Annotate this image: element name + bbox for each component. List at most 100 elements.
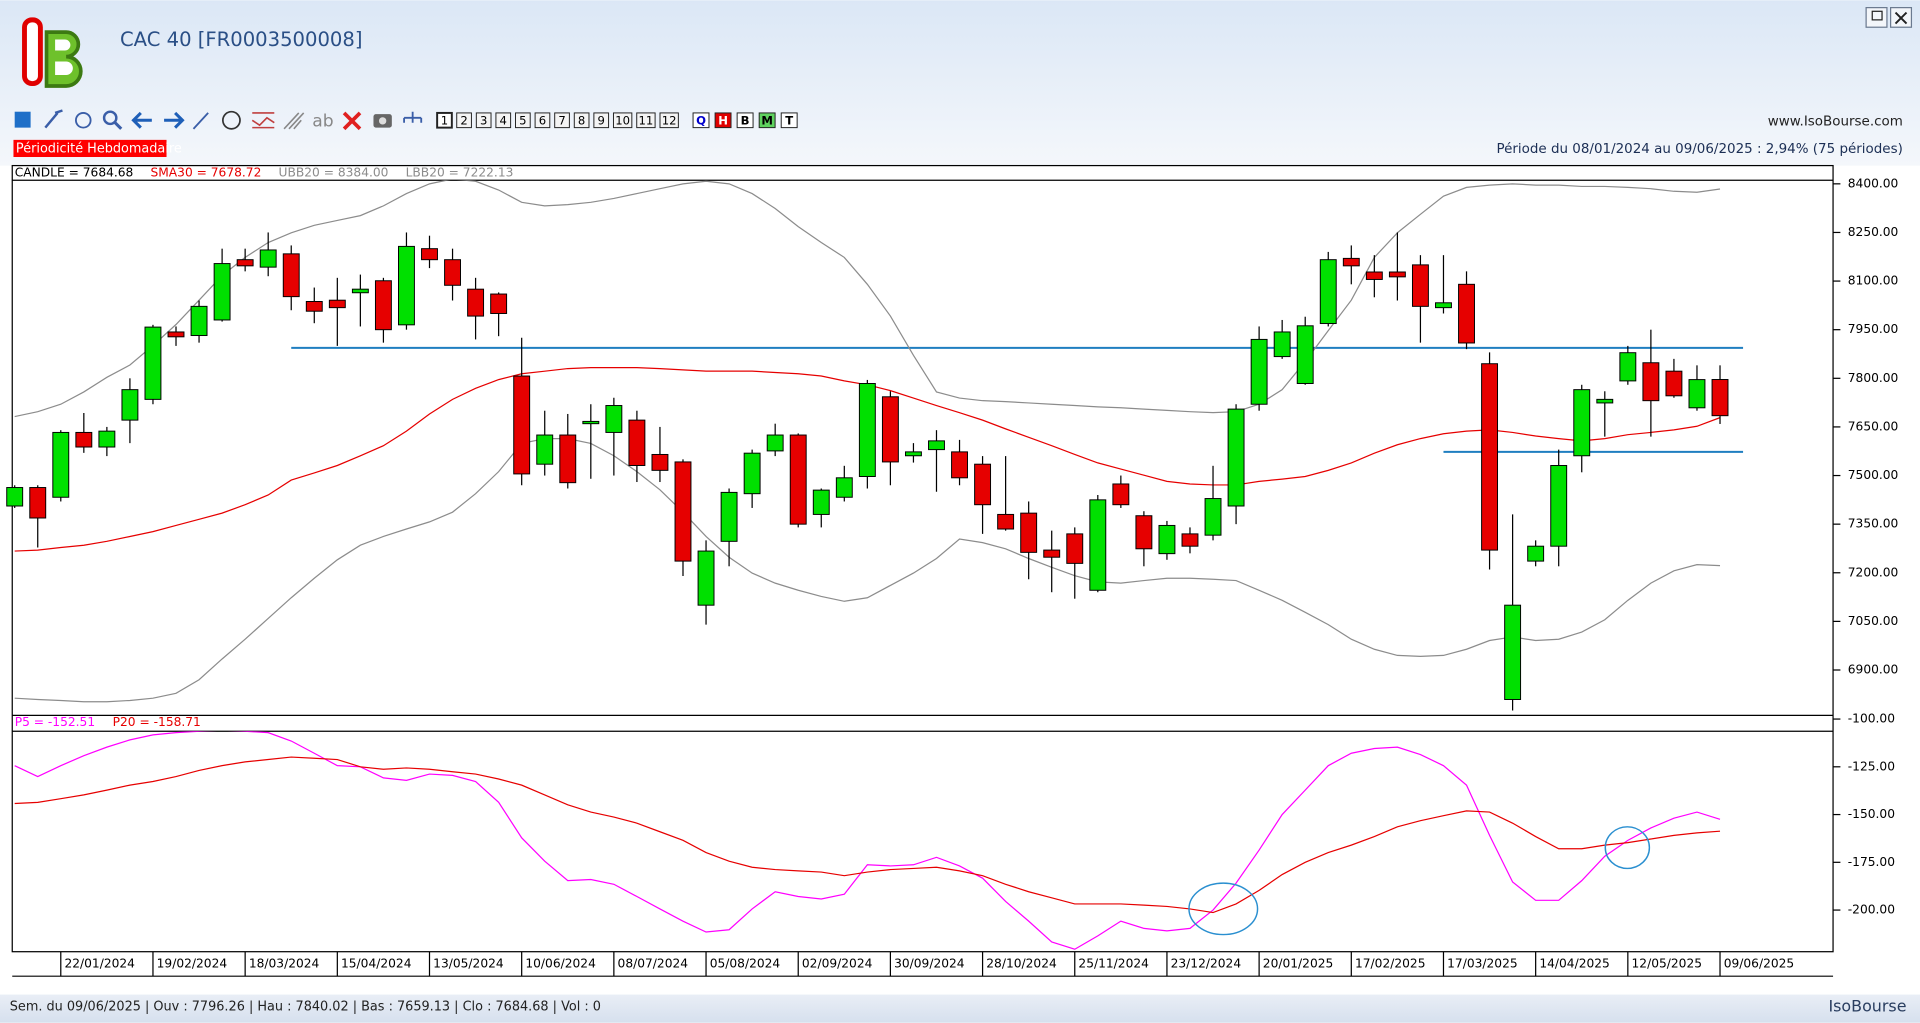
y-tick-label: 7500.00 [1848, 468, 1899, 482]
x-tick-label: 09/06/2025 [1724, 956, 1795, 970]
x-tick-label: 18/03/2024 [249, 956, 320, 970]
scale-button[interactable] [714, 112, 732, 129]
period-button[interactable] [573, 112, 590, 129]
candle-body [1296, 325, 1314, 384]
candle-body [98, 430, 116, 448]
back-tool[interactable] [131, 111, 152, 129]
candle-body [351, 288, 369, 294]
period-label: 11 [639, 113, 654, 127]
crosshair-tool[interactable] [75, 112, 92, 129]
drawn-circle [1604, 826, 1651, 870]
period-button[interactable] [515, 112, 531, 129]
candle-body [236, 259, 254, 267]
header-bar [0, 0, 1920, 166]
camera-lens [378, 117, 387, 125]
period-button[interactable] [495, 112, 512, 129]
candle-body [1527, 545, 1545, 562]
period-button[interactable] [475, 112, 492, 129]
candle-body [1250, 338, 1268, 405]
period-button[interactable] [612, 112, 633, 129]
candle-body [1573, 389, 1591, 457]
candle-body [605, 405, 623, 433]
y-tick-label: -100.00 [1848, 712, 1895, 726]
period-button[interactable] [593, 112, 610, 129]
fibo-tool[interactable] [251, 112, 275, 129]
candle-body [29, 487, 47, 519]
period-button[interactable] [554, 112, 570, 129]
period-label: 6 [539, 113, 546, 127]
candle-body [904, 451, 922, 457]
text-tool[interactable]: ab [312, 111, 333, 131]
period-button[interactable] [534, 112, 551, 129]
delete-tool[interactable] [342, 111, 362, 131]
x-tick-label: 05/08/2024 [710, 956, 781, 970]
candle-body [1365, 271, 1383, 280]
candle-body [582, 420, 600, 425]
candle-body [467, 288, 485, 317]
candle-body [1435, 302, 1452, 309]
candle-body [1458, 283, 1475, 344]
x-tick-label: 17/03/2025 [1447, 956, 1518, 970]
indicator-line [14, 437, 1721, 703]
scale-label: Q [696, 113, 706, 127]
period-button[interactable] [659, 112, 679, 129]
candle-body [1711, 379, 1729, 417]
candle-body [6, 487, 24, 507]
legend-entry: P20 = -158.71 [113, 715, 201, 729]
period-button[interactable] [636, 112, 656, 129]
scale-label: H [718, 113, 728, 127]
scale-button[interactable] [736, 112, 754, 129]
pen-tool[interactable] [44, 109, 63, 129]
candle-body [52, 431, 70, 498]
line-tool[interactable] [192, 112, 209, 130]
tree-tool[interactable] [403, 111, 423, 123]
indicator-line [14, 180, 1721, 418]
candle-body [1411, 264, 1429, 307]
candle-body [1596, 398, 1614, 404]
candle-body [835, 477, 853, 498]
scale-button[interactable] [758, 112, 776, 129]
x-tick-label: 28/10/2024 [986, 956, 1057, 970]
period-button[interactable] [436, 111, 453, 129]
status-text: Sem. du 09/06/2025 | Ouv : 7796.26 | Hau… [10, 999, 601, 1014]
zoom-tool[interactable] [102, 110, 118, 126]
window-title: CAC 40 [FR0003500008] [120, 28, 362, 51]
site-link[interactable]: www.IsoBourse.com [1768, 115, 1903, 130]
candle-body [144, 326, 162, 400]
period-label: 9 [598, 113, 605, 127]
candle-body [743, 452, 761, 495]
candle-body [75, 431, 93, 448]
scale-button[interactable] [692, 112, 710, 129]
candle-body [398, 245, 415, 326]
y-tick-label: 7350.00 [1848, 517, 1899, 531]
candle-body [536, 434, 554, 465]
candle-body [1619, 352, 1637, 382]
periodicity: Périodicité Hebdomadaire [16, 142, 182, 157]
plot: 6900.00 7050.00 7200.00 7350.00 7500.00 7650.… [6, 165, 1899, 977]
circle-tool[interactable] [222, 110, 241, 130]
chart-panel: 6900.00 7050.00 7200.00 7350.00 7500.00 7650.… [6, 165, 1899, 977]
brand: IsoBourse [1828, 996, 1906, 1015]
candle-body [1135, 515, 1153, 550]
status-bar [0, 994, 1920, 1023]
candle-body [213, 263, 231, 321]
candle-body [674, 461, 692, 562]
select-tool[interactable] [14, 111, 31, 128]
candle-body [1089, 499, 1107, 591]
x-tick-label: 10/06/2024 [525, 956, 596, 970]
candle-body [997, 513, 1015, 530]
x-tick-label: 15/04/2024 [341, 956, 412, 970]
channel-tool[interactable] [283, 112, 305, 130]
scale-button[interactable] [780, 112, 798, 129]
window-buttons[interactable] [1865, 7, 1913, 28]
legend-entry: UBB20 = 8384.00 [279, 165, 389, 179]
y-tick-label: 7800.00 [1848, 371, 1899, 385]
restore-button[interactable] [1865, 7, 1888, 28]
candle-body [789, 434, 807, 525]
forward-tool[interactable] [164, 111, 185, 129]
scale-label: B [741, 113, 750, 127]
candle-body [1204, 498, 1222, 536]
period-button[interactable] [456, 112, 472, 129]
